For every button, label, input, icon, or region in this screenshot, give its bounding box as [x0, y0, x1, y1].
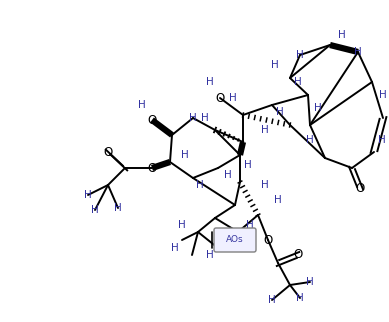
Text: H: H [246, 220, 254, 230]
Text: H: H [274, 195, 282, 205]
Text: H: H [294, 77, 302, 87]
Text: H: H [296, 50, 304, 60]
Text: H: H [201, 113, 209, 123]
Text: O: O [103, 146, 113, 158]
Text: O: O [356, 182, 364, 194]
Text: H: H [296, 293, 304, 303]
Text: H: H [261, 125, 269, 135]
Text: H: H [244, 160, 252, 170]
Text: H: H [271, 60, 279, 70]
Text: H: H [276, 107, 284, 117]
Text: H: H [181, 150, 189, 160]
Text: O: O [293, 249, 303, 261]
Text: H: H [306, 277, 314, 287]
Text: H: H [114, 203, 122, 213]
Text: H: H [338, 30, 346, 40]
Text: AOs: AOs [226, 235, 244, 244]
Text: H: H [314, 103, 322, 113]
Text: H: H [206, 250, 214, 260]
Text: H: H [189, 113, 197, 123]
Text: H: H [91, 205, 99, 215]
Text: H: H [196, 180, 204, 190]
Text: O: O [147, 162, 157, 175]
Text: H: H [171, 243, 179, 253]
Text: H: H [138, 100, 146, 110]
Text: H: H [378, 135, 386, 145]
Text: O: O [216, 91, 224, 105]
Text: H: H [379, 90, 387, 100]
Text: H: H [178, 220, 186, 230]
FancyBboxPatch shape [214, 228, 256, 252]
Text: H: H [306, 135, 314, 145]
Text: O: O [263, 233, 273, 247]
Text: H: H [354, 47, 362, 57]
Text: H: H [229, 93, 237, 103]
Text: H: H [84, 190, 92, 200]
Text: H: H [206, 77, 214, 87]
Text: H: H [261, 180, 269, 190]
Text: H: H [224, 170, 232, 180]
Text: O: O [147, 113, 157, 127]
Text: H: H [268, 295, 276, 305]
Text: H: H [241, 240, 249, 250]
